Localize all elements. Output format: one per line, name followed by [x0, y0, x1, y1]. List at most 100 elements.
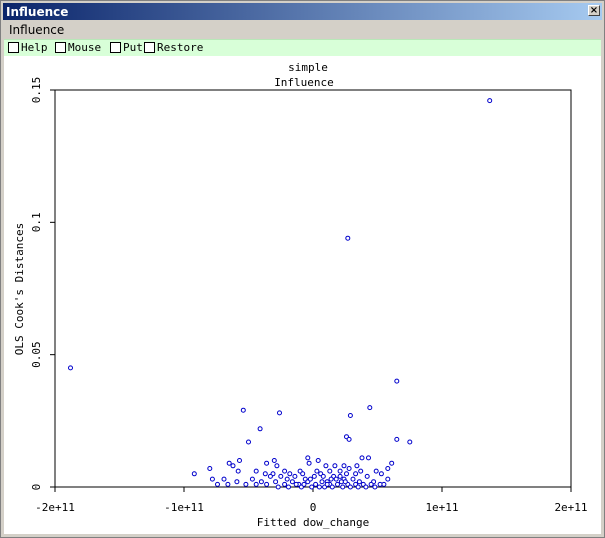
scatter-plot[interactable]: simple Influence -2e+11 -1e+11 0 1e+11 2e+11…: [4, 56, 601, 534]
data-point: [264, 460, 270, 466]
data-point: [372, 484, 378, 490]
data-point: [300, 471, 306, 477]
data-point: [335, 481, 340, 487]
y-tick-label: 0.1: [30, 212, 43, 232]
data-point: [385, 466, 391, 471]
data-point: [258, 479, 264, 485]
chart-subtitle: Influence: [274, 76, 334, 89]
x-tick-label: 2e+11: [554, 501, 587, 514]
chart-title: simple: [288, 61, 328, 74]
data-point: [191, 471, 197, 477]
data-point: [262, 471, 268, 477]
plot-panel[interactable]: simple Influence -2e+11 -1e+11 0 1e+11 2e+11…: [4, 56, 601, 534]
data-point: [356, 479, 362, 485]
data-point: [267, 473, 273, 479]
data-point: [313, 481, 319, 487]
x-tick-label: -2e+11: [35, 501, 75, 514]
data-point: [359, 455, 365, 461]
data-point: [226, 460, 232, 466]
x-tick-label: 1e+11: [425, 501, 458, 514]
y-axis: 0 0.05 0.1 0.15: [30, 77, 55, 491]
data-point: [315, 458, 321, 463]
data-point: [344, 471, 349, 477]
data-point: [350, 476, 356, 482]
data-point: [337, 468, 343, 474]
data-point: [275, 484, 281, 490]
data-point: [293, 481, 299, 487]
restore-toggle[interactable]: Restore: [144, 41, 203, 54]
data-point: [278, 473, 284, 479]
data-point: [311, 473, 317, 479]
data-point: [373, 468, 379, 474]
data-point: [367, 405, 373, 411]
help-label: Help: [21, 41, 48, 54]
put-label: Put: [123, 41, 143, 54]
data-point: [328, 476, 334, 482]
data-points: [68, 98, 493, 490]
data-point: [277, 410, 282, 416]
data-point: [319, 479, 325, 485]
data-point: [287, 471, 293, 477]
data-point: [230, 463, 236, 469]
data-point: [332, 463, 338, 469]
data-point: [257, 426, 263, 432]
data-point: [346, 436, 352, 442]
y-tick-label: 0: [30, 484, 43, 491]
data-point: [264, 481, 270, 487]
title-bar[interactable]: Influence ×: [3, 3, 602, 20]
mouse-checkbox[interactable]: [55, 42, 66, 53]
data-point: [237, 458, 242, 463]
data-point: [314, 468, 320, 474]
y-tick-label: 0.15: [30, 77, 43, 104]
data-point: [346, 466, 352, 471]
x-tick-label: 0: [310, 501, 317, 514]
data-point: [407, 439, 413, 445]
put-checkbox[interactable]: [110, 42, 121, 53]
data-point: [363, 484, 369, 490]
data-point: [394, 436, 400, 442]
data-point: [364, 473, 370, 479]
data-point: [381, 481, 387, 487]
y-tick-label: 0.05: [30, 341, 43, 368]
data-point: [320, 473, 326, 479]
data-point: [301, 481, 307, 487]
data-point: [323, 463, 329, 469]
data-point: [253, 481, 259, 487]
data-point: [234, 479, 240, 485]
help-toggle[interactable]: Help: [8, 41, 48, 54]
menu-bar: Influence: [3, 21, 602, 38]
close-button[interactable]: ×: [588, 5, 600, 16]
data-point: [378, 471, 384, 477]
restore-checkbox[interactable]: [144, 42, 155, 53]
x-tick-label: -1e+11: [164, 501, 204, 514]
data-point: [358, 468, 364, 474]
data-point: [354, 463, 360, 469]
data-point: [286, 484, 291, 490]
data-point: [337, 473, 343, 479]
data-point: [215, 481, 220, 487]
data-point: [292, 473, 298, 479]
data-point: [347, 413, 353, 418]
data-point: [327, 468, 333, 474]
x-axis-label: Fitted dow_change: [257, 516, 370, 529]
data-point: [353, 471, 359, 477]
data-point: [240, 407, 246, 413]
data-point: [282, 468, 288, 474]
data-point: [221, 476, 227, 482]
data-point: [243, 481, 249, 487]
data-point: [307, 476, 313, 482]
data-point: [385, 476, 391, 482]
data-point: [324, 481, 330, 487]
data-point: [316, 484, 322, 490]
menu-influence[interactable]: Influence: [9, 23, 65, 37]
data-point: [271, 458, 277, 463]
data-point: [389, 460, 395, 466]
put-toggle[interactable]: Put: [110, 41, 143, 54]
mouse-toggle[interactable]: Mouse: [55, 41, 101, 54]
help-checkbox[interactable]: [8, 42, 19, 53]
data-point: [246, 439, 251, 445]
data-point: [282, 481, 288, 487]
data-point: [253, 468, 259, 474]
data-point: [289, 479, 295, 485]
data-point: [333, 476, 339, 482]
